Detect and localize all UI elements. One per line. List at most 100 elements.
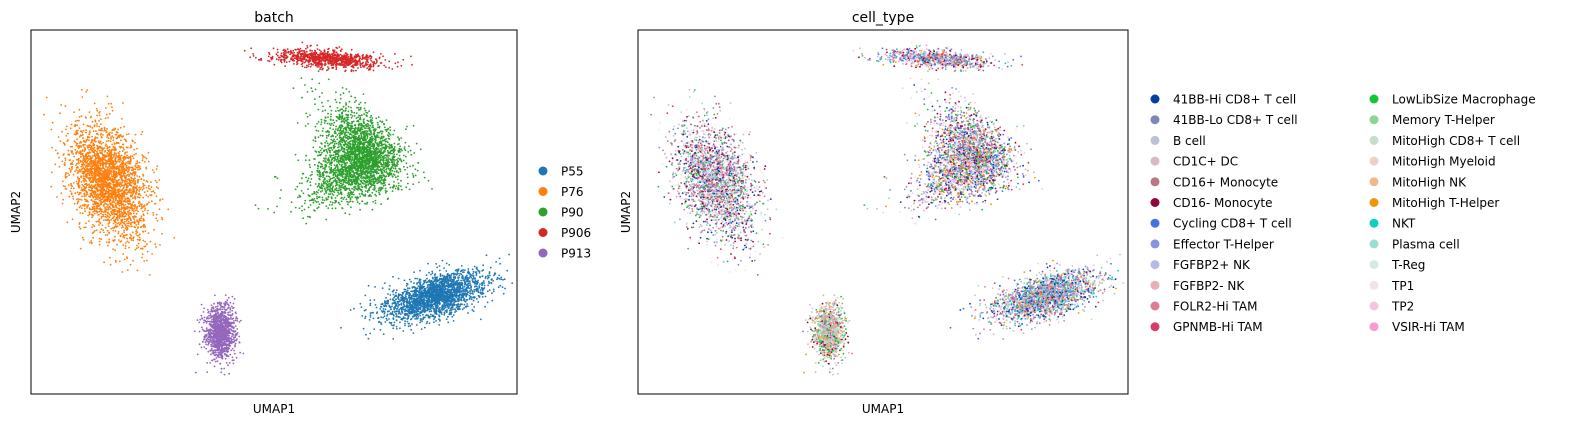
batch-point bbox=[79, 247, 82, 250]
batch-point bbox=[94, 155, 97, 158]
batch-point bbox=[88, 183, 90, 186]
batch-point bbox=[291, 56, 294, 58]
batch-point bbox=[81, 88, 83, 91]
batch-point bbox=[309, 65, 312, 68]
batch-point bbox=[305, 50, 308, 53]
batch-point bbox=[352, 70, 355, 72]
batch-point bbox=[123, 207, 126, 210]
batch-point bbox=[341, 87, 344, 89]
batch-point bbox=[69, 145, 72, 148]
batch-point bbox=[102, 200, 105, 203]
batch-point bbox=[331, 187, 333, 190]
batch-point bbox=[363, 64, 366, 67]
batch-point bbox=[337, 155, 339, 158]
batch-point bbox=[364, 101, 367, 104]
batch-point bbox=[333, 159, 336, 162]
batch-point bbox=[151, 169, 154, 171]
batch-point bbox=[122, 234, 125, 237]
batch-point bbox=[124, 204, 127, 206]
batch-point bbox=[299, 53, 302, 55]
batch-point bbox=[113, 213, 116, 216]
batch-point bbox=[362, 119, 365, 121]
batch-point bbox=[117, 209, 119, 212]
batch-point bbox=[64, 175, 67, 177]
batch-point bbox=[125, 156, 128, 159]
batch-point bbox=[361, 190, 364, 193]
batch-point bbox=[127, 173, 130, 176]
batch-point bbox=[332, 154, 335, 157]
batch-point bbox=[347, 110, 350, 113]
batch-point bbox=[332, 50, 335, 53]
batch-point bbox=[311, 171, 313, 173]
batch-point bbox=[348, 60, 351, 62]
batch-point bbox=[409, 165, 411, 168]
batch-point bbox=[98, 159, 100, 162]
batch-point bbox=[89, 131, 91, 134]
batch-point bbox=[132, 181, 134, 183]
batch-point bbox=[102, 162, 105, 165]
batch-point bbox=[301, 96, 303, 99]
batch-point bbox=[380, 53, 382, 55]
batch-point bbox=[89, 167, 91, 170]
batch-point bbox=[131, 169, 133, 172]
batch-point bbox=[122, 226, 124, 228]
batch-point bbox=[96, 187, 98, 190]
batch-point bbox=[127, 213, 130, 215]
batch-point bbox=[90, 181, 92, 183]
batch-point bbox=[106, 136, 108, 139]
batch-point bbox=[83, 150, 86, 153]
batch-point bbox=[115, 160, 117, 163]
batch-point bbox=[93, 195, 96, 198]
batch-point bbox=[397, 171, 400, 174]
batch-point bbox=[62, 185, 65, 187]
batch-point bbox=[73, 111, 75, 113]
batch-point bbox=[336, 194, 339, 197]
batch-point bbox=[373, 61, 375, 63]
batch-point bbox=[123, 138, 126, 141]
batch-point bbox=[126, 269, 129, 271]
batch-point bbox=[335, 58, 338, 61]
batch-point bbox=[101, 193, 104, 196]
batch-point bbox=[80, 207, 83, 210]
batch-point bbox=[75, 142, 78, 145]
batch-point bbox=[93, 146, 96, 149]
batch-point bbox=[139, 188, 141, 191]
batch-point bbox=[66, 221, 69, 224]
batch-point bbox=[357, 54, 360, 57]
batch-point bbox=[336, 183, 339, 186]
batch-point bbox=[90, 184, 93, 186]
batch-point bbox=[361, 63, 363, 65]
batch-point bbox=[366, 130, 368, 132]
batch-point bbox=[111, 213, 114, 216]
batch-point bbox=[106, 173, 108, 176]
batch-point bbox=[89, 185, 91, 187]
batch-point bbox=[94, 183, 97, 186]
batch-point bbox=[370, 115, 373, 117]
batch-point bbox=[115, 179, 118, 182]
batch-point bbox=[321, 68, 323, 71]
batch-point bbox=[302, 217, 304, 220]
batch-point bbox=[85, 190, 87, 193]
batch-point bbox=[82, 143, 85, 146]
batch-point bbox=[358, 59, 361, 62]
batch-point bbox=[360, 126, 362, 129]
batch-point bbox=[118, 195, 121, 198]
batch-point bbox=[367, 65, 370, 68]
batch-point bbox=[108, 221, 111, 224]
batch-point bbox=[408, 188, 411, 191]
batch-point bbox=[143, 260, 146, 262]
batch-point bbox=[350, 55, 352, 58]
batch-point bbox=[71, 166, 73, 168]
batch-point bbox=[377, 116, 380, 119]
batch-point bbox=[355, 117, 358, 119]
batch-point bbox=[128, 166, 131, 169]
batch-point bbox=[328, 60, 331, 62]
batch-point bbox=[80, 192, 82, 194]
batch-point bbox=[128, 209, 131, 212]
batch-point bbox=[319, 68, 321, 71]
batch-point bbox=[104, 129, 107, 132]
batch-point bbox=[140, 217, 143, 220]
batch-point bbox=[286, 48, 289, 50]
batch-point bbox=[111, 157, 114, 160]
batch-point bbox=[370, 59, 373, 62]
